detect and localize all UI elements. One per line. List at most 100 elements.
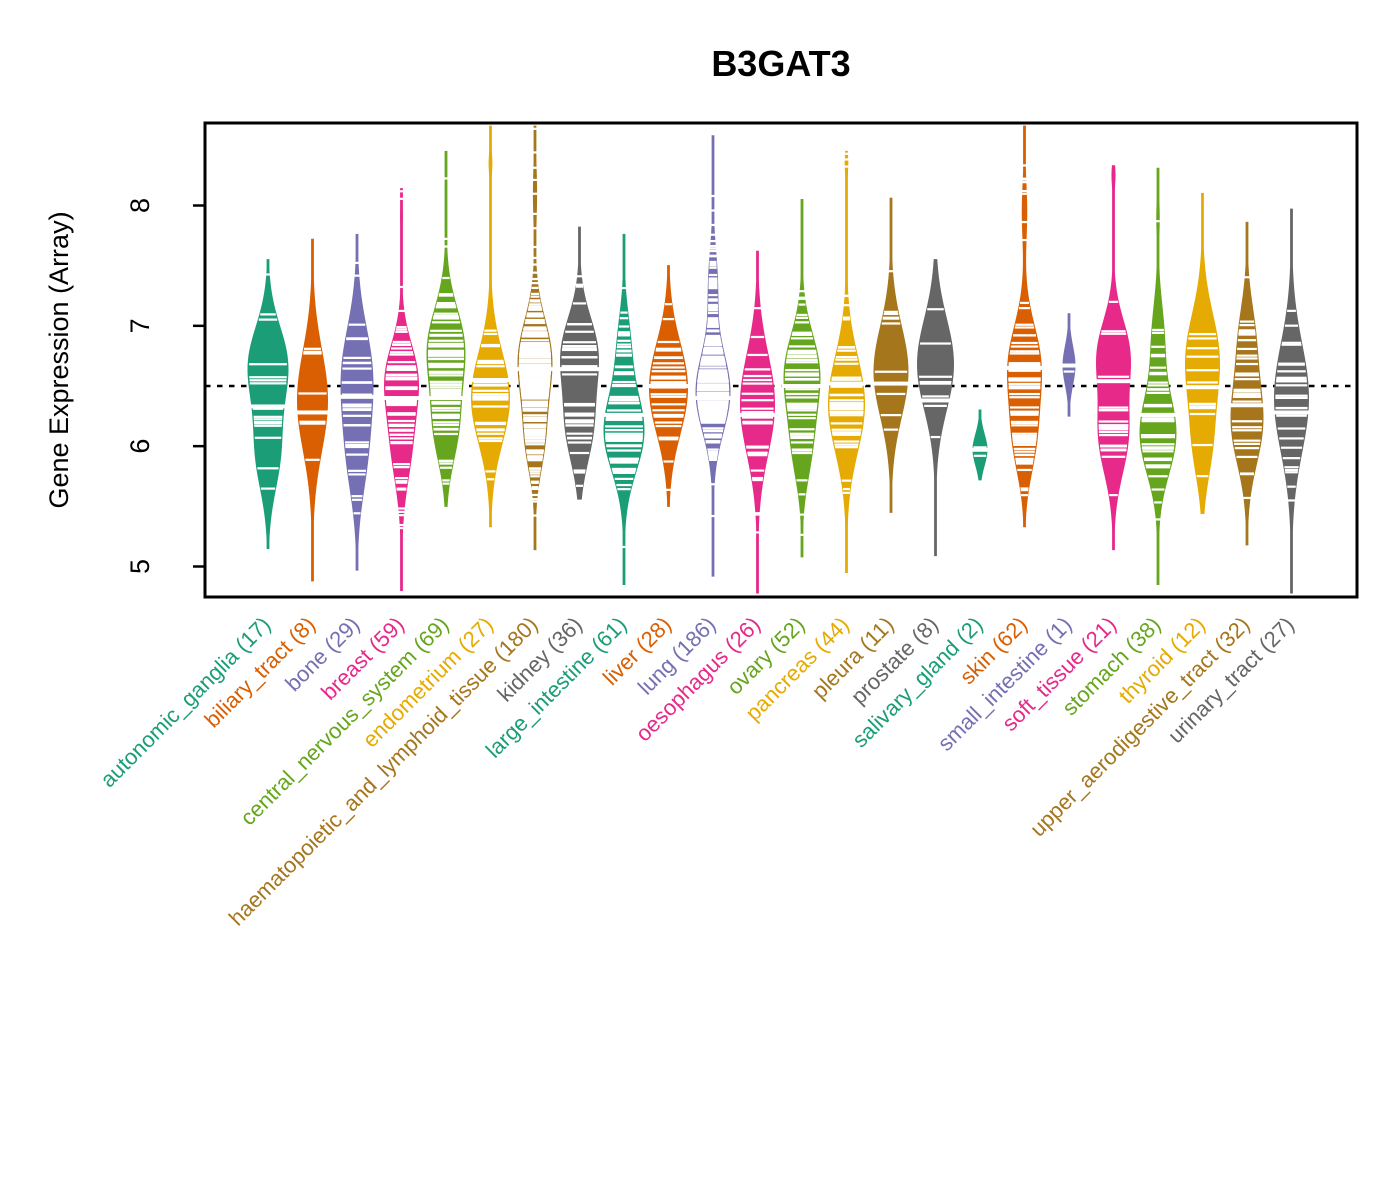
bean-line <box>651 375 686 378</box>
median-line-upper_aerodigestive_tract <box>1228 403 1266 408</box>
bean-line <box>709 209 717 212</box>
bean-line <box>696 392 730 395</box>
bean-line <box>529 300 541 303</box>
bean-line <box>526 452 544 455</box>
bean-line <box>703 347 723 351</box>
violin-body-stomach <box>1139 167 1177 586</box>
bean-line <box>750 335 765 339</box>
bean-line <box>519 349 551 352</box>
bean-line <box>526 313 544 316</box>
bean-line <box>525 443 545 446</box>
bean-line <box>1140 436 1176 439</box>
bean-line <box>531 227 539 230</box>
bean-line <box>618 331 630 334</box>
bean-line <box>531 151 539 154</box>
bean-line <box>1021 238 1028 242</box>
bean-line <box>565 330 594 333</box>
bean-line <box>385 387 418 391</box>
bean-line <box>709 264 717 267</box>
bean-line <box>398 285 405 289</box>
bean-line <box>829 402 864 405</box>
bean-line <box>696 388 730 391</box>
bean-line <box>616 345 632 349</box>
bean-line <box>398 309 405 313</box>
bean-line <box>842 318 851 321</box>
bean-line <box>485 470 496 473</box>
bean-line <box>663 460 674 463</box>
bean-line <box>253 418 283 421</box>
bean-line <box>392 340 411 344</box>
violin-endometrium <box>469 125 512 528</box>
bean-line <box>834 443 859 446</box>
bean-line <box>428 342 464 345</box>
bean-line <box>620 286 628 290</box>
bean-line <box>698 407 728 410</box>
bean-line <box>1232 429 1262 432</box>
bean-line <box>1285 471 1298 474</box>
y-tick-label: 5 <box>125 559 155 574</box>
bean-line <box>1010 413 1039 416</box>
bean-line <box>787 351 817 354</box>
bean-line <box>433 428 459 431</box>
bean-line <box>1188 337 1217 340</box>
bean-line <box>478 439 503 443</box>
bean-line <box>883 312 899 316</box>
violin-autonomic_ganglia <box>247 259 289 549</box>
bean-line <box>792 451 812 454</box>
y-tick-label: 7 <box>125 318 155 333</box>
bean-line <box>432 421 460 424</box>
median-line-pancreas <box>827 381 866 386</box>
bean-line <box>741 407 774 410</box>
bean-line <box>527 455 543 458</box>
bean-line <box>1236 357 1258 360</box>
bean-line <box>709 240 717 243</box>
bean-line <box>395 330 408 333</box>
bean-line <box>430 392 462 396</box>
bean-line <box>1186 369 1219 372</box>
bean-line <box>385 373 418 376</box>
bean-line <box>1021 189 1028 193</box>
bean-line <box>433 316 459 319</box>
bean-line <box>835 358 858 361</box>
median-line-ovary <box>781 384 823 388</box>
violin-body-upper_aerodigestive_tract <box>1230 221 1264 546</box>
violin-body-pleura <box>873 197 909 513</box>
bean-line <box>1192 443 1213 447</box>
bean-line <box>531 127 539 130</box>
violin-haematopoietic_and_lymphoid_tissue <box>515 125 555 551</box>
bean-line <box>522 333 548 337</box>
bean-line <box>653 413 684 417</box>
bean-line <box>529 299 541 302</box>
bean-line <box>741 416 774 419</box>
bean-line <box>565 420 594 424</box>
violin-stomach <box>1138 167 1178 586</box>
bean-line <box>1287 309 1296 312</box>
violin-central_nervous_system <box>426 150 466 507</box>
bean-line <box>573 469 586 472</box>
bean-line <box>520 388 550 391</box>
bean-line <box>655 349 682 352</box>
bean-line <box>1189 412 1216 416</box>
violin-body-endometrium <box>471 125 510 528</box>
bean-line <box>427 351 465 354</box>
bean-line <box>520 383 550 386</box>
bean-line <box>1154 220 1162 223</box>
bean-line <box>249 379 287 382</box>
bean-line <box>842 487 851 491</box>
violin-body-autonomic_ganglia <box>247 259 289 549</box>
bean-line <box>708 273 718 277</box>
bean-line <box>520 386 550 390</box>
violin-breast <box>382 188 421 592</box>
bean-line <box>620 545 628 549</box>
bean-line <box>1011 421 1038 425</box>
bean-line <box>257 467 279 470</box>
bean-line <box>531 263 539 266</box>
bean-line <box>798 513 806 516</box>
bean-line <box>1238 333 1256 336</box>
bean-line <box>341 381 373 384</box>
bean-line <box>1243 496 1251 500</box>
bean-line <box>650 377 687 380</box>
bean-line <box>1147 384 1169 387</box>
bean-line <box>786 356 818 359</box>
bean-line <box>264 273 272 276</box>
